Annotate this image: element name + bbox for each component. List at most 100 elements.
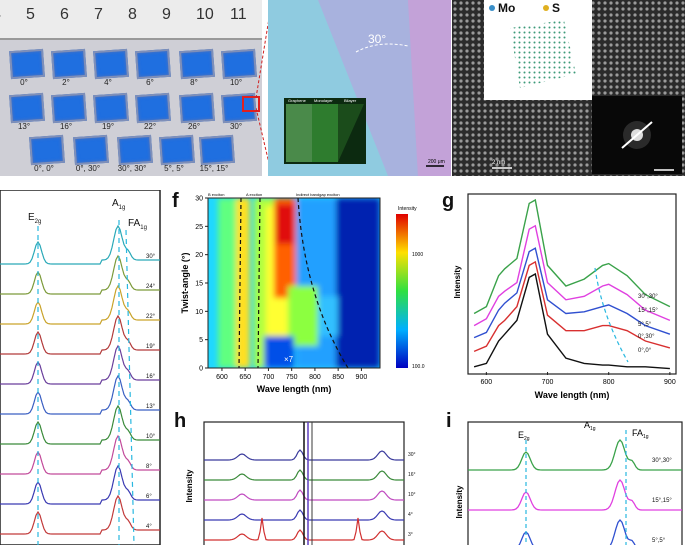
raman-curve bbox=[0, 464, 160, 505]
raman-curves bbox=[0, 224, 160, 535]
sample-chip bbox=[93, 92, 129, 124]
y-tick-label: 20 bbox=[195, 252, 203, 259]
y-tick-label: 15 bbox=[195, 281, 203, 288]
panel-label-g: g bbox=[442, 190, 455, 212]
peak-fa-label: FA1g bbox=[128, 218, 147, 231]
inset-label-0: Graphene bbox=[288, 98, 307, 103]
x-tick-label: 700 bbox=[542, 379, 554, 386]
sample-label: 8° bbox=[190, 78, 198, 87]
raman-curve bbox=[0, 374, 160, 415]
heatmap-x-ticks: 600 650 700 750 800 850 900 bbox=[216, 368, 367, 381]
curve-label: 24° bbox=[146, 284, 156, 290]
pl-series-line bbox=[473, 247, 671, 339]
raman-curve bbox=[0, 284, 160, 325]
i-peak-e: E2g bbox=[518, 430, 530, 442]
i-peak-fa: FA1g bbox=[632, 428, 649, 440]
legend-entry: 5°,5° bbox=[638, 322, 652, 328]
label-indirect-exciton: Indirect bandgap exciton bbox=[296, 192, 340, 197]
sample-label: 0°, 30° bbox=[75, 164, 101, 173]
sample-chip bbox=[179, 92, 215, 124]
pl-series-line bbox=[473, 198, 671, 315]
optical-image-panel: 30° Graphene Monolayer Bilayer 200 μm bbox=[268, 0, 451, 176]
optical-image: 30° Graphene Monolayer Bilayer 200 μm bbox=[268, 0, 451, 176]
legend-entry: 0°,0° bbox=[638, 348, 652, 354]
legend-entry: 0°,30° bbox=[638, 334, 655, 340]
pl-series-line bbox=[473, 272, 670, 370]
raman-curve bbox=[0, 254, 160, 295]
curve-label: 10° bbox=[408, 492, 416, 498]
curve-label: 5°,5° bbox=[652, 538, 666, 544]
sample-label: 2° bbox=[62, 78, 70, 87]
ruler-number: 8 bbox=[128, 6, 137, 23]
curve-label: 4° bbox=[408, 512, 413, 518]
pl-ylabel: Intensity bbox=[453, 265, 462, 298]
pl-curves bbox=[473, 198, 671, 370]
raman-bilayer-panel: E2g A1g FA1g 30°,30° 15°,15° 5°,5° Intensi… bbox=[456, 420, 683, 545]
pl-xlabel: Wave length (nm) bbox=[535, 390, 610, 400]
sample-label: 30° bbox=[229, 122, 243, 131]
y-tick-label: 30 bbox=[195, 196, 203, 203]
sample-label: 5°, 5° bbox=[164, 164, 184, 173]
x-tick-label: 850 bbox=[332, 374, 344, 381]
curve-label: 10° bbox=[146, 434, 156, 440]
tem-image-panel: Mo S 2 nm bbox=[452, 0, 685, 176]
x-tick-label: 750 bbox=[286, 374, 298, 381]
colorbar-max: 1000 bbox=[412, 252, 423, 258]
curve-label: 16° bbox=[408, 472, 416, 478]
x-tick-label: 900 bbox=[356, 374, 368, 381]
sample-label: 30°, 30° bbox=[117, 164, 147, 173]
y-tick-label: 10 bbox=[195, 309, 203, 316]
heatmap-xlabel: Wave length (nm) bbox=[257, 384, 332, 394]
raman-curve bbox=[0, 404, 160, 445]
inset-label-1: Monolayer bbox=[314, 98, 333, 103]
sample-label: 0°, 0° bbox=[34, 164, 54, 173]
sample-chip bbox=[159, 134, 195, 166]
curve-labels: 30° 24° 22° 19° 16° 13° 10° 8° 6° 4° bbox=[146, 254, 156, 530]
ruler: 4 5 6 7 8 9 10 11 bbox=[0, 0, 262, 40]
ruler-number: 11 bbox=[230, 6, 247, 23]
peak-a-label: A1g bbox=[112, 198, 125, 211]
heatmap-image: ×7 bbox=[208, 198, 380, 368]
sample-chip bbox=[117, 134, 153, 166]
ruler-number: 6 bbox=[60, 6, 69, 23]
curve-label: 30° bbox=[146, 254, 156, 260]
sample-chip bbox=[93, 48, 129, 80]
tem-scale-label: 2 nm bbox=[492, 160, 505, 166]
ruler-number: 10 bbox=[196, 6, 214, 23]
panel-label-h: h bbox=[174, 410, 187, 432]
low-freq-curves bbox=[204, 422, 404, 545]
sample-label: 19° bbox=[101, 122, 115, 131]
x-tick-label: 600 bbox=[481, 379, 493, 386]
sample-label: 16° bbox=[59, 122, 73, 131]
raman-stack-panel: E2g A1g FA1g 30° 24° 22° 19° 16° 13° 10° 8° 6° 4° bbox=[0, 190, 161, 545]
optical-scale-label: 200 μm bbox=[428, 159, 445, 165]
sample-chip bbox=[221, 48, 257, 80]
sample-chip bbox=[135, 48, 171, 80]
inset-label-2: Bilayer bbox=[344, 98, 357, 103]
sample-label: 6° bbox=[146, 78, 154, 87]
ruler-number: 7 bbox=[94, 6, 103, 23]
sample-chip bbox=[29, 134, 65, 166]
pl-spectra-panel: 30°,30° 15°,15° 5°,5° 0°,30° 0°,0° 600 700 800… bbox=[453, 193, 677, 400]
sample-label: 26° bbox=[187, 122, 201, 131]
sample-label: 22° bbox=[143, 122, 157, 131]
bilayer-curve bbox=[468, 478, 682, 511]
pl-series-line bbox=[473, 260, 671, 353]
bilayer-labels: 30°,30° 15°,15° 5°,5° bbox=[652, 458, 672, 544]
ruler-number: 4 bbox=[0, 6, 1, 24]
label-a-exciton: A exciton bbox=[246, 192, 262, 197]
x-tick-label: 900 bbox=[664, 379, 676, 386]
peak-e-label: E2g bbox=[28, 212, 41, 225]
sample-label: 0° bbox=[20, 78, 28, 87]
sample-label: 13° bbox=[17, 122, 31, 131]
curve-label: 13° bbox=[146, 404, 156, 410]
colorbar-min: 100.0 bbox=[412, 364, 425, 370]
sample-chip bbox=[51, 92, 87, 124]
heatmap-ylabel: Twist-angle (°) bbox=[180, 253, 190, 314]
sample-chip bbox=[135, 92, 171, 124]
x-tick-label: 650 bbox=[239, 374, 251, 381]
raman-curve bbox=[0, 344, 160, 385]
curve-label: 22° bbox=[146, 314, 156, 320]
y-tick-label: 25 bbox=[195, 224, 203, 231]
sample-chip bbox=[9, 48, 45, 80]
